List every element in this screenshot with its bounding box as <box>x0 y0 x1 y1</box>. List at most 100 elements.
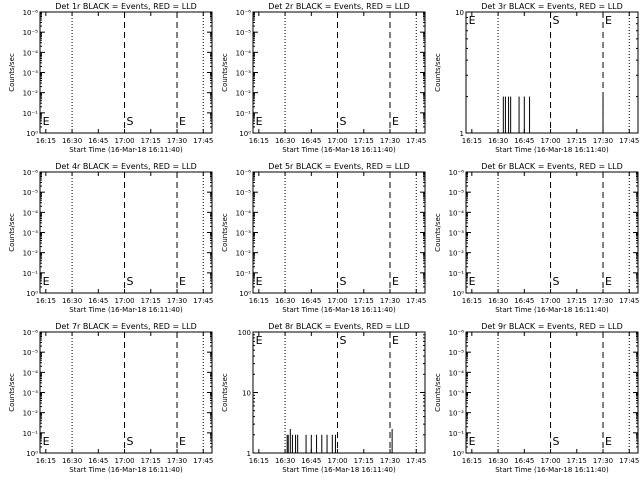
x-tick-label: 17:30 <box>167 457 187 465</box>
panel-title: Det 2r BLACK = Events, RED = LLD <box>268 2 410 11</box>
x-tick-label: 16:30 <box>62 457 82 465</box>
x-tick-label: 16:15 <box>36 457 56 465</box>
x-tick-label: 16:15 <box>36 297 56 305</box>
x-tick-label: 16:15 <box>249 297 269 305</box>
x-tick-label: 16:30 <box>275 137 295 145</box>
x-tick-label: 17:30 <box>593 297 613 305</box>
x-tick-label: 17:15 <box>354 457 374 465</box>
y-tick-label: 10⁻² <box>23 410 39 418</box>
marker-label: E <box>469 14 476 27</box>
x-tick-label: 17:15 <box>354 297 374 305</box>
marker-label: S <box>340 115 347 128</box>
x-tick-label: 16:45 <box>514 137 534 145</box>
x-tick-label: 16:45 <box>301 457 321 465</box>
y-tick-label: 10 <box>455 9 464 17</box>
x-tick-label: 17:00 <box>327 137 347 145</box>
panel-det-4: Det 4r BLACK = Events, RED = LLD 10⁰ 10⁻¹ 1… <box>8 162 213 314</box>
y-tick-label: 10⁻⁶ <box>23 169 39 177</box>
y-axis-label: Counts/sec <box>221 213 229 252</box>
y-axis-label: Counts/sec <box>8 53 16 92</box>
panel-det-5: Det 5r BLACK = Events, RED = LLD 10⁰ 10⁻¹ 1… <box>221 162 426 314</box>
x-tick-label: 17:15 <box>567 137 587 145</box>
x-tick-label: 16:30 <box>488 137 508 145</box>
y-axis-label: Counts/sec <box>8 213 16 252</box>
y-tick-label: 10⁻⁶ <box>23 329 39 337</box>
y-tick-label: 10⁻¹ <box>449 270 465 278</box>
marker-label: E <box>605 14 612 27</box>
x-tick-label: 17:15 <box>141 137 161 145</box>
y-tick-label: 10⁻² <box>449 410 465 418</box>
marker-label: S <box>340 275 347 288</box>
y-tick-label: 10⁻⁶ <box>23 9 39 17</box>
x-tick-label: 17:45 <box>406 297 426 305</box>
x-tick-label: 17:45 <box>406 137 426 145</box>
x-tick-label: 16:15 <box>249 137 269 145</box>
y-tick-label: 10⁻⁶ <box>236 169 252 177</box>
marker-label: S <box>127 115 134 128</box>
x-tick-label: 17:30 <box>167 297 187 305</box>
y-tick-label: 10⁻⁴ <box>236 209 252 217</box>
x-tick-label: 17:30 <box>380 137 400 145</box>
y-tick-label: 10⁻³ <box>449 230 465 238</box>
panel-title: Det 8r BLACK = Events, RED = LLD <box>268 322 410 331</box>
y-tick-label: 10⁻¹ <box>23 110 39 118</box>
plot-frame <box>252 331 426 454</box>
y-tick-label: 10⁻³ <box>449 390 465 398</box>
x-tick-label: 16:15 <box>462 457 482 465</box>
x-tick-label: 17:00 <box>540 297 560 305</box>
y-tick-label: 10⁻⁵ <box>23 349 39 357</box>
panel-title: Det 4r BLACK = Events, RED = LLD <box>55 162 197 171</box>
x-axis-label: Start Time (16-Mar-18 16:11:40) <box>69 306 183 314</box>
marker-label: E <box>179 435 186 448</box>
x-tick-label: 17:45 <box>193 297 213 305</box>
panel-det-1: Det 1r BLACK = Events, RED = LLD 10⁰ 10⁻¹ 1… <box>8 2 213 154</box>
y-tick-label: 10⁰ <box>452 450 464 458</box>
x-axis-label: Start Time (16-Mar-18 16:11:40) <box>69 466 183 474</box>
x-axis-label: Start Time (16-Mar-18 16:11:40) <box>495 306 609 314</box>
x-tick-label: 17:00 <box>114 297 134 305</box>
y-tick-label: 10 <box>242 390 251 398</box>
x-tick-label: 16:45 <box>514 297 534 305</box>
x-tick-label: 17:45 <box>619 457 639 465</box>
panel-det-3: Det 3r BLACK = Events, RED = LLD 1 10 Count… <box>434 2 639 154</box>
x-tick-label: 17:15 <box>354 137 374 145</box>
x-axis-label: Start Time (16-Mar-18 16:11:40) <box>495 146 609 154</box>
y-tick-label: 10⁰ <box>26 450 38 458</box>
marker-label: E <box>179 275 186 288</box>
marker-label: S <box>127 275 134 288</box>
y-tick-label: 10⁻³ <box>236 70 252 78</box>
y-axis-label: Counts/sec <box>434 53 442 92</box>
x-axis-label: Start Time (16-Mar-18 16:11:40) <box>282 146 396 154</box>
panel-det-9: Det 9r BLACK = Events, RED = LLD 10⁰ 10⁻¹ 1… <box>434 322 639 474</box>
x-tick-label: 17:00 <box>114 457 134 465</box>
x-tick-label: 16:30 <box>275 297 295 305</box>
x-tick-label: 17:00 <box>114 137 134 145</box>
y-tick-label: 10⁻² <box>23 90 39 98</box>
y-axis-label: Counts/sec <box>8 373 16 412</box>
marker-label: E <box>605 435 612 448</box>
marker-label: E <box>256 334 263 347</box>
marker-label: E <box>392 115 399 128</box>
x-tick-label: 17:45 <box>619 137 639 145</box>
x-tick-label: 17:15 <box>141 297 161 305</box>
x-tick-label: 16:45 <box>88 457 108 465</box>
x-axis-label: Start Time (16-Mar-18 16:11:40) <box>495 466 609 474</box>
marker-label: E <box>392 334 399 347</box>
x-tick-label: 17:15 <box>141 457 161 465</box>
x-tick-label: 16:30 <box>488 297 508 305</box>
y-tick-label: 10⁻⁴ <box>23 49 39 57</box>
y-axis-label: Counts/sec <box>221 373 229 412</box>
y-tick-label: 10⁻¹ <box>449 430 465 438</box>
panel-det-7: Det 7r BLACK = Events, RED = LLD 10⁰ 10⁻¹ 1… <box>8 322 213 474</box>
x-tick-label: 17:45 <box>406 457 426 465</box>
y-tick-label: 1 <box>460 130 464 138</box>
x-tick-label: 16:30 <box>275 457 295 465</box>
x-tick-label: 16:45 <box>88 137 108 145</box>
x-tick-label: 17:45 <box>619 297 639 305</box>
y-tick-label: 10⁰ <box>26 290 38 298</box>
y-tick-label: 10⁻⁵ <box>236 29 252 37</box>
x-tick-label: 16:45 <box>514 457 534 465</box>
x-tick-label: 17:00 <box>540 457 560 465</box>
y-tick-label: 10⁻¹ <box>23 270 39 278</box>
